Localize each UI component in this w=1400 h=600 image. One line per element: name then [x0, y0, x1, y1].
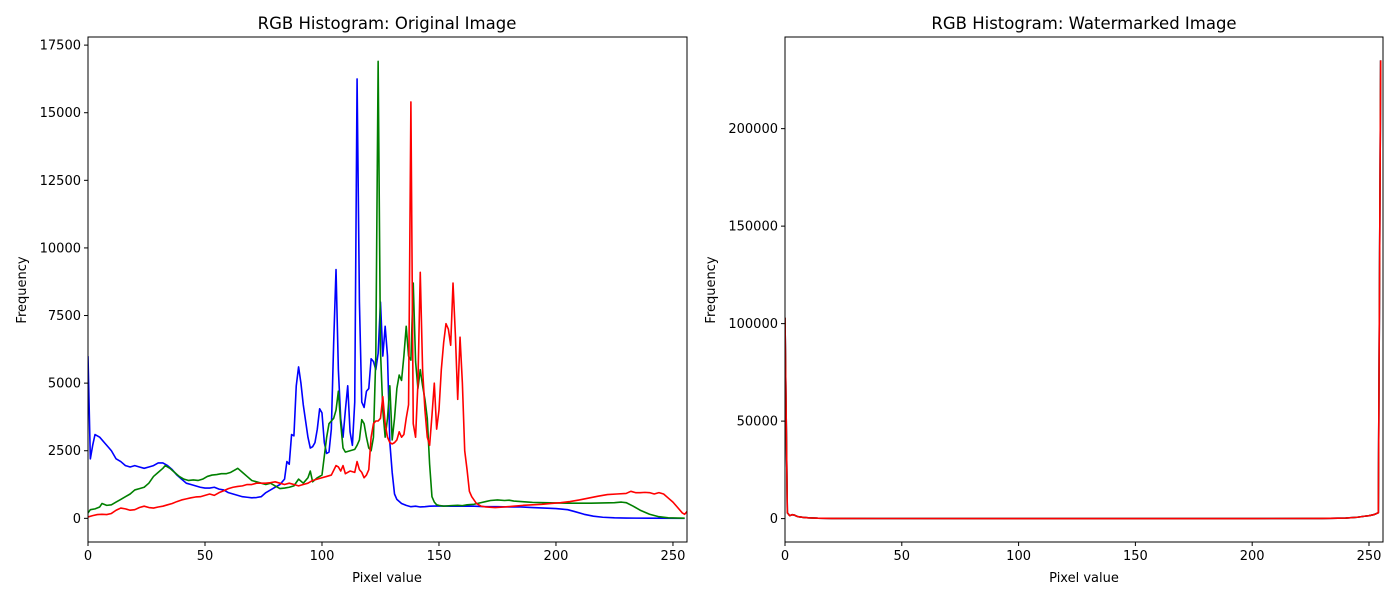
y-tick-label: 10000	[40, 241, 81, 256]
series-group	[785, 60, 1382, 520]
y-tick-label: 17500	[40, 39, 81, 54]
y-tick-label: 150000	[728, 220, 778, 235]
x-tick-label: 150	[427, 549, 452, 564]
y-tick-label: 0	[770, 512, 778, 527]
plot-frame	[784, 36, 1384, 543]
histogram-original-panel: RGB Histogram: Original Image Pixel valu…	[15, 14, 688, 586]
x-tick-label: 100	[1006, 549, 1031, 564]
y-tick-label: 50000	[737, 415, 778, 430]
x-axis-label: Pixel value	[1049, 571, 1119, 586]
chart-title: RGB Histogram: Original Image	[258, 14, 517, 33]
x-tick-label: 0	[84, 549, 92, 564]
x-tick-label: 50	[894, 549, 911, 564]
y-tick-label: 15000	[40, 106, 81, 121]
y-tick-label: 0	[73, 512, 81, 527]
red-channel-line	[785, 60, 1382, 520]
x-tick-label: 100	[310, 549, 335, 564]
histogram-watermarked-panel: RGB Histogram: Watermarked Image Pixel v…	[704, 14, 1384, 586]
y-axis-label: Frequency	[15, 256, 30, 323]
x-tick-label: 0	[781, 549, 789, 564]
x-axis-label: Pixel value	[352, 571, 422, 586]
series-group	[88, 60, 687, 520]
green-channel-line	[785, 60, 1382, 520]
x-tick-label: 200	[1240, 549, 1265, 564]
x-tick-label: 50	[197, 549, 214, 564]
x-tick-label: 200	[544, 549, 569, 564]
green-channel-line	[88, 60, 685, 519]
y-tick-label: 200000	[728, 122, 778, 137]
y-axis-label: Frequency	[704, 256, 719, 323]
x-tick-label: 150	[1123, 549, 1148, 564]
plot-frame	[87, 36, 688, 543]
red-channel-line	[88, 101, 687, 518]
y-tick-label: 100000	[728, 317, 778, 332]
chart-title: RGB Histogram: Watermarked Image	[931, 14, 1236, 33]
y-tick-label: 12500	[40, 174, 81, 189]
y-tick-label: 5000	[48, 377, 81, 392]
blue-channel-line	[785, 60, 1382, 520]
y-tick-label: 2500	[48, 444, 81, 459]
y-tick-label: 7500	[48, 309, 81, 324]
x-tick-label: 250	[661, 549, 686, 564]
x-tick-label: 250	[1357, 549, 1382, 564]
blue-channel-line	[88, 78, 685, 520]
